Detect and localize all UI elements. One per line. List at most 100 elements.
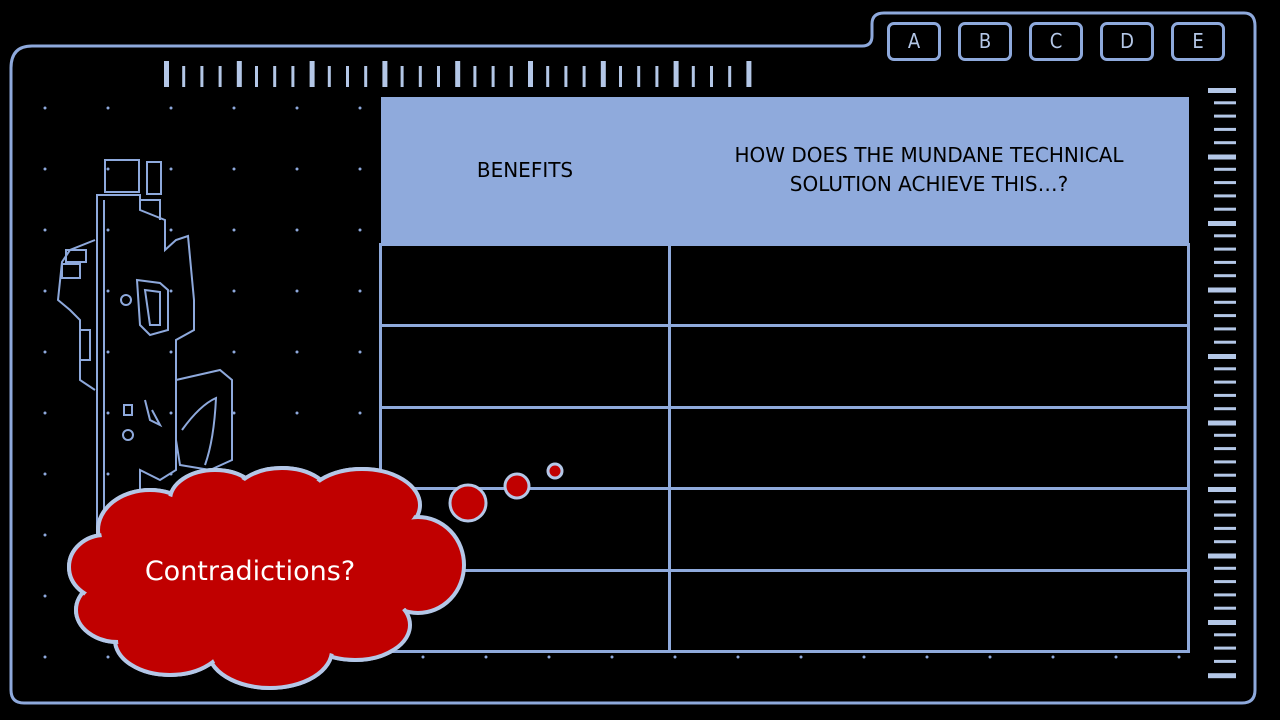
- grid-dot: [988, 655, 992, 659]
- tab-b-button[interactable]: B: [958, 22, 1012, 61]
- table-cell[interactable]: [668, 568, 1190, 654]
- grid-dot: [295, 411, 299, 415]
- grid-dot: [43, 533, 47, 537]
- tab-d-button[interactable]: D: [1100, 22, 1154, 61]
- ruler-tick: [327, 66, 331, 87]
- scale-tick: [1214, 500, 1236, 504]
- tab-c-button[interactable]: C: [1029, 22, 1083, 61]
- grid-dot: [169, 106, 173, 110]
- scale-tick: [1214, 167, 1236, 171]
- grid-dot: [232, 411, 236, 415]
- scale-tick: [1208, 88, 1236, 93]
- grid-dot: [106, 228, 110, 232]
- ruler-tick: [236, 61, 242, 87]
- scale-tick: [1214, 526, 1236, 530]
- grid-dot: [862, 655, 866, 659]
- grid-dot: [358, 167, 362, 171]
- ruler-tick: [437, 66, 440, 87]
- scale-tick: [1208, 553, 1236, 559]
- scale-tick: [1214, 367, 1236, 371]
- grid-dot: [925, 655, 929, 659]
- scale-tick: [1214, 460, 1236, 464]
- ruler-tick: [400, 66, 404, 87]
- grid-dot: [43, 228, 47, 232]
- grid-dot: [169, 350, 173, 354]
- grid-dot: [421, 655, 425, 659]
- grid-dot: [358, 411, 362, 415]
- vertical-scale: [1208, 88, 1236, 679]
- ruler-tick: [218, 66, 222, 87]
- grid-dot: [169, 167, 173, 171]
- scale-tick: [1214, 540, 1236, 544]
- scale-tick: [1214, 606, 1236, 610]
- grid-dot: [169, 289, 173, 293]
- grid-dot: [43, 655, 47, 659]
- grid-dot: [484, 655, 488, 659]
- ruler-tick: [728, 66, 732, 87]
- grid-dot: [106, 350, 110, 354]
- ruler-scale: [164, 61, 752, 87]
- table-cell[interactable]: [379, 324, 671, 409]
- grid-dot: [1177, 655, 1181, 659]
- ruler-tick: [473, 66, 477, 87]
- ruler-tick: [528, 61, 533, 87]
- ruler-tick: [309, 61, 315, 87]
- grid-dot: [232, 106, 236, 110]
- grid-dot: [43, 289, 47, 293]
- grid-dot: [295, 350, 299, 354]
- ruler-tick: [364, 66, 368, 87]
- tab-a-button[interactable]: A: [887, 22, 941, 61]
- ruler-tick: [564, 66, 568, 87]
- table-cell[interactable]: [379, 242, 671, 328]
- grid-dot: [106, 411, 110, 415]
- table-cell[interactable]: [668, 405, 1190, 491]
- scale-tick: [1214, 580, 1236, 584]
- table-cell[interactable]: [379, 487, 671, 572]
- scale-tick: [1214, 300, 1236, 304]
- table-row: [379, 405, 1190, 491]
- ruler-tick: [255, 66, 258, 87]
- table-row: [379, 487, 1190, 572]
- scale-tick: [1214, 141, 1236, 145]
- scale-tick: [1214, 327, 1236, 331]
- scale-tick: [1214, 447, 1236, 451]
- ruler-tick: [491, 66, 495, 87]
- grid-dot: [295, 106, 299, 110]
- table-cell[interactable]: [668, 242, 1190, 328]
- grid-dot: [106, 655, 110, 659]
- table-row: [379, 242, 1190, 328]
- tab-e-button[interactable]: E: [1171, 22, 1225, 61]
- grid-dot: [547, 655, 551, 659]
- table-cell[interactable]: [668, 324, 1190, 409]
- ruler-tick: [655, 66, 659, 87]
- grid-dot: [358, 350, 362, 354]
- table-header-row: BENEFITS HOW DOES THE MUNDANE TECHNICAL …: [380, 97, 1189, 245]
- table-cell[interactable]: [668, 487, 1190, 572]
- ruler-tick: [691, 66, 695, 87]
- table-cell[interactable]: [379, 568, 671, 654]
- grid-dot: [295, 289, 299, 293]
- scale-tick: [1214, 407, 1236, 411]
- scale-tick: [1214, 433, 1236, 437]
- scale-tick: [1208, 154, 1236, 160]
- ruler-tick: [746, 61, 752, 87]
- scale-tick: [1214, 314, 1236, 318]
- ruler-tick: [546, 66, 550, 87]
- grid-dot: [799, 655, 803, 659]
- outer-frame: [9, 11, 1257, 705]
- grid-dot: [106, 289, 110, 293]
- scale-tick: [1214, 101, 1236, 105]
- scale-tick: [1214, 380, 1236, 384]
- scale-tick: [1214, 127, 1236, 131]
- scale-tick: [1214, 473, 1236, 477]
- grid-dot: [43, 594, 47, 598]
- grid-dot: [1051, 655, 1055, 659]
- grid-dot: [358, 228, 362, 232]
- grid-dot: [232, 350, 236, 354]
- ruler-tick: [273, 66, 277, 87]
- table-cell[interactable]: [379, 405, 671, 491]
- grid-dot: [43, 472, 47, 476]
- table-row: [379, 568, 1190, 654]
- ruler-tick: [291, 66, 295, 87]
- ruler-tick: [582, 66, 586, 87]
